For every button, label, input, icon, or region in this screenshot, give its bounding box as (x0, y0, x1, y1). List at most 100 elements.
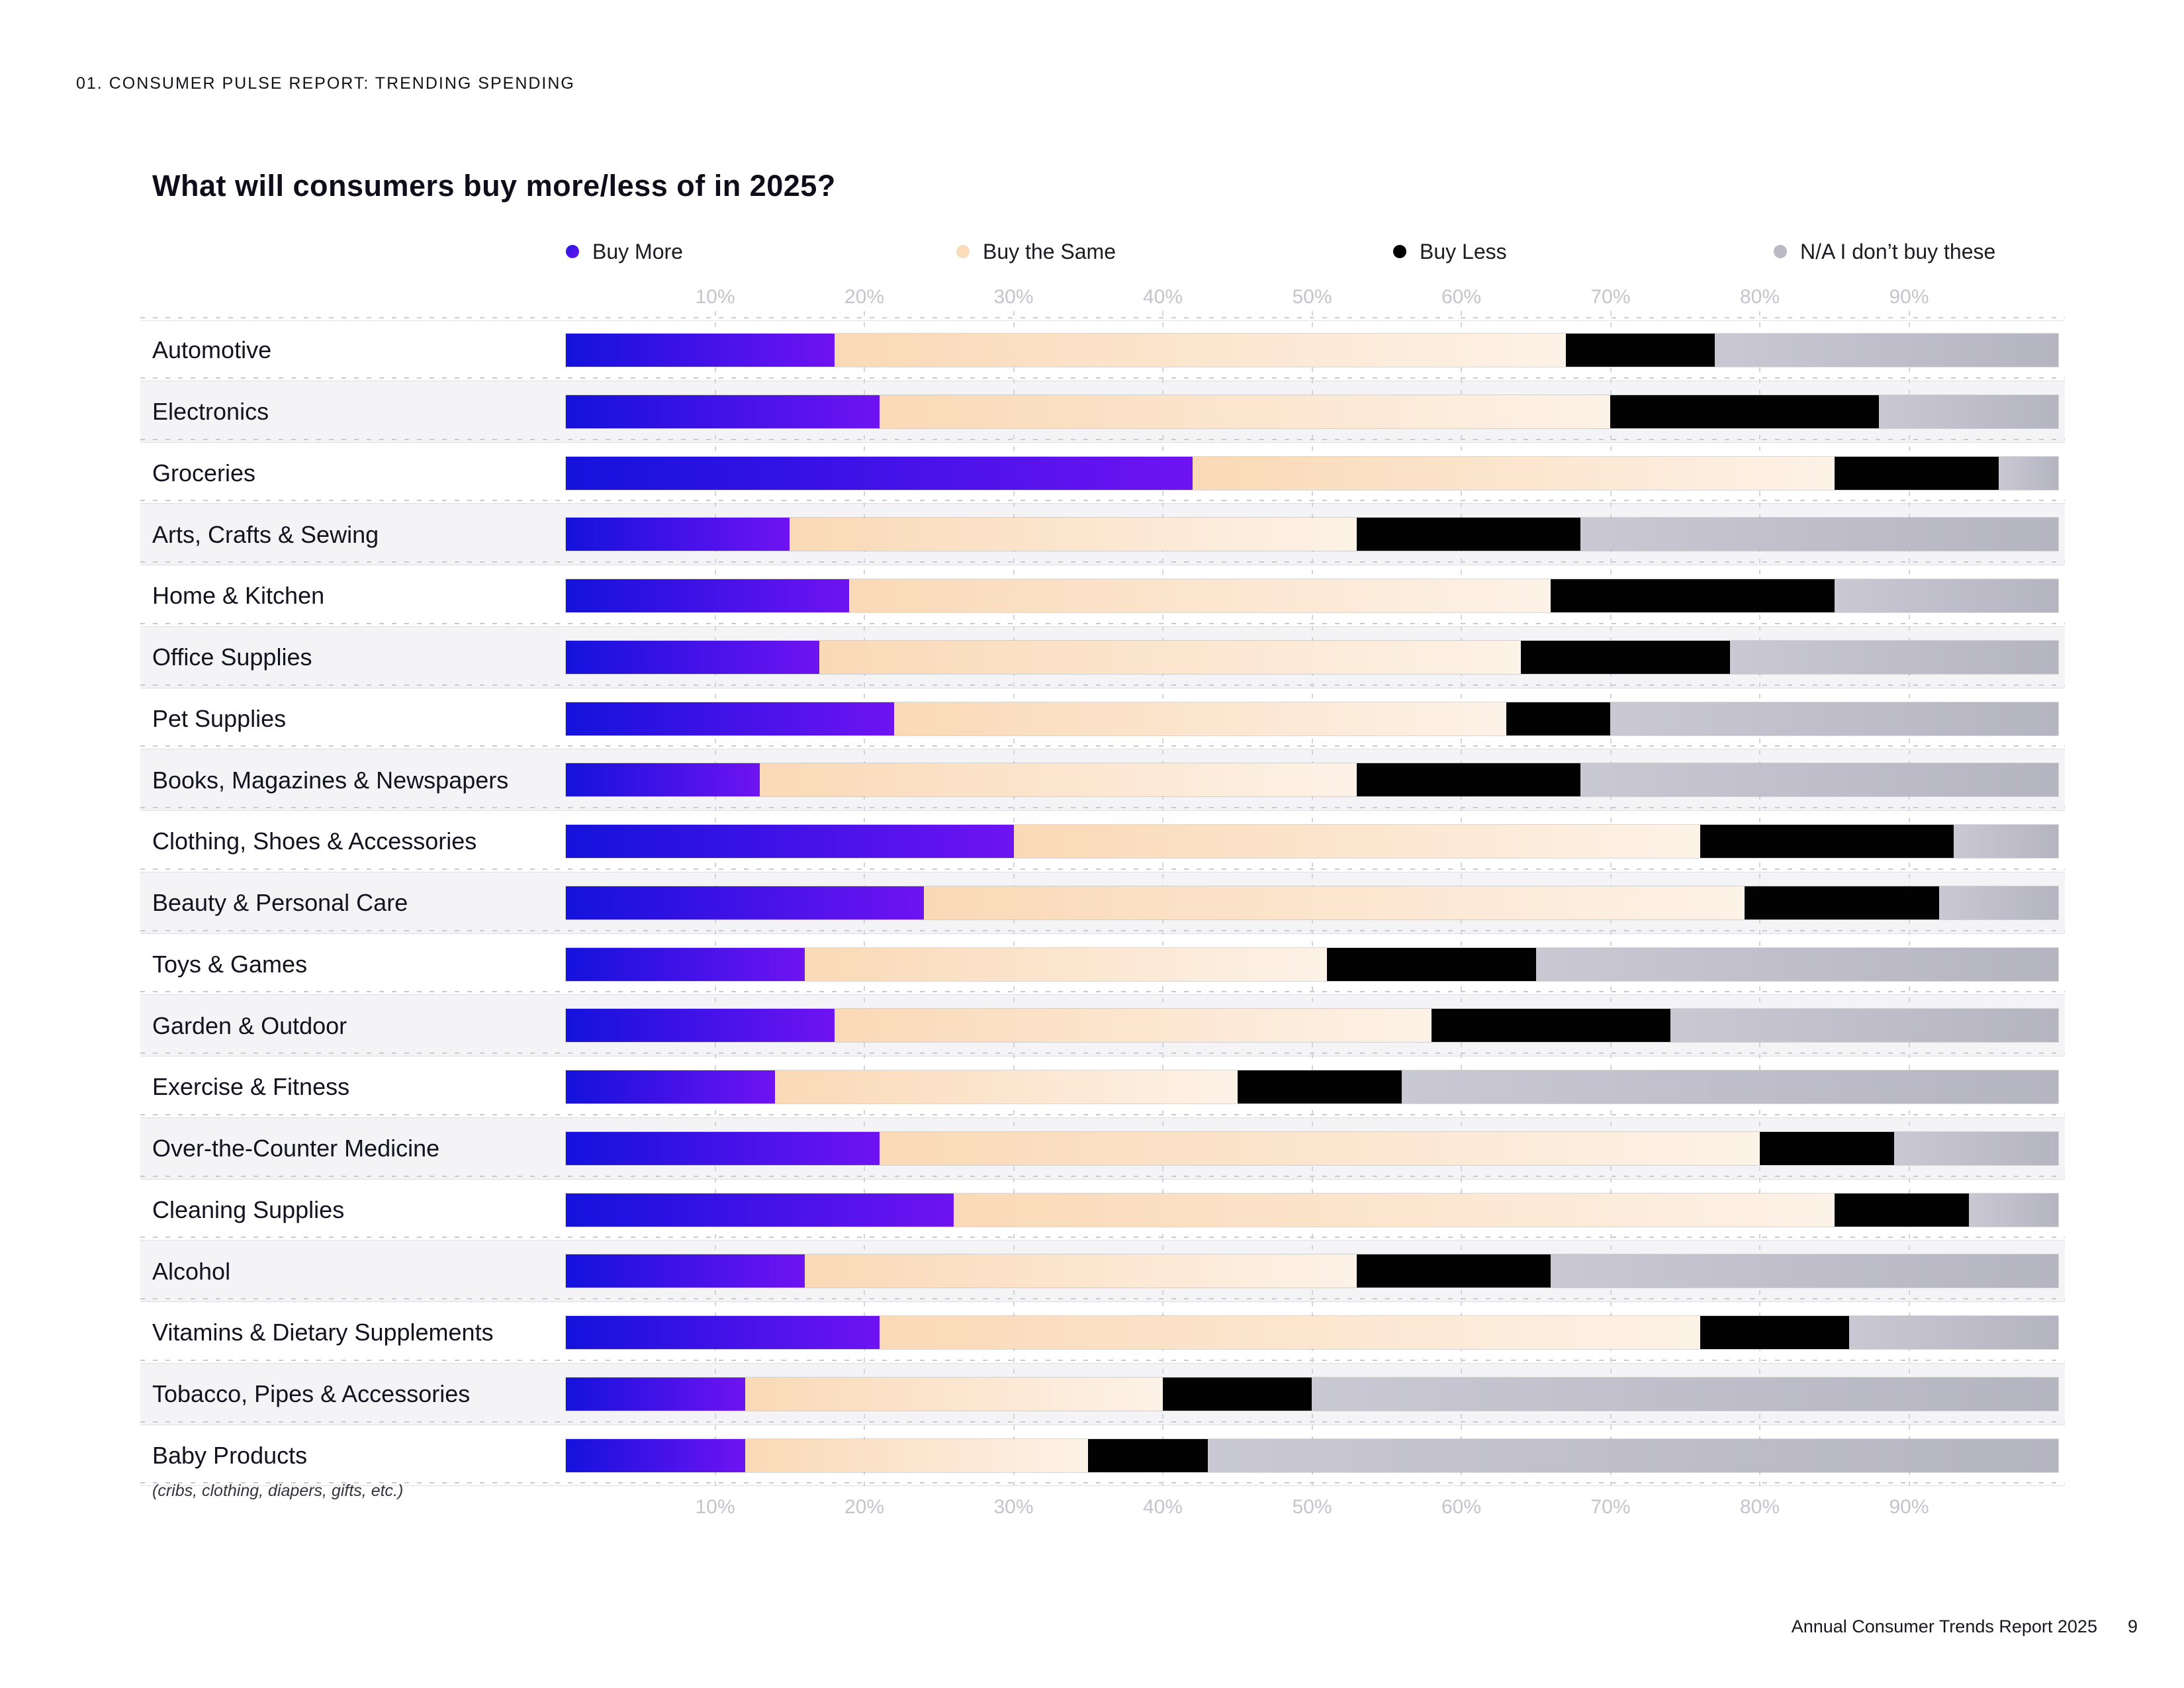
bar-segment-buy-less (1745, 886, 1939, 919)
bar-track (566, 1254, 2058, 1288)
axis-tick-top: 80% (1739, 286, 1780, 308)
bar-segment-buy-the-same (849, 579, 1551, 612)
axis-tick-bottom: 20% (844, 1496, 885, 1518)
bar-segment-buy-the-same (760, 763, 1357, 797)
bar-track (566, 947, 2058, 981)
axis-tick-bottom: 90% (1889, 1496, 1929, 1518)
footer-report-name: Annual Consumer Trends Report 2025 (1791, 1617, 2097, 1636)
axis-tick-top: 20% (844, 286, 885, 308)
bar-segment-buy-less (1834, 456, 1999, 490)
bar-segment-buy-more (566, 334, 835, 367)
category-label: Baby Products (152, 1441, 308, 1469)
bar-segment-buy-more (566, 456, 1193, 490)
bar-segment-na (1580, 763, 2058, 797)
axis-tick-bottom: 70% (1590, 1496, 1631, 1518)
bar-track (566, 1377, 2058, 1411)
category-label: Pet Supplies (152, 704, 287, 732)
page-footer: Annual Consumer Trends Report 2025 9 (1792, 1617, 2138, 1637)
category-row: Automotive (140, 320, 2065, 381)
bar-segment-na (1968, 1193, 2058, 1227)
bar-track (566, 763, 2058, 797)
legend-item: Buy Less (1393, 238, 1507, 265)
category-label: Exercise & Fitness (152, 1073, 350, 1101)
bar-segment-buy-the-same (745, 1438, 1089, 1472)
bar-segment-buy-the-same (879, 1316, 1700, 1349)
bar-segment-buy-the-same (924, 886, 1745, 919)
bar-segment-buy-more (566, 1070, 775, 1103)
category-row: Alcohol (140, 1241, 2065, 1302)
bar-track (566, 1438, 2058, 1472)
bar-segment-na (1670, 1009, 2058, 1043)
legend-dot-icon (1774, 245, 1787, 258)
category-row: Over-the-Counter Medicine (140, 1117, 2065, 1180)
bar-segment-buy-more (566, 1009, 835, 1043)
axis-tick-top: 10% (695, 286, 735, 308)
bar-segment-buy-the-same (804, 947, 1328, 981)
bar-segment-buy-more (566, 1438, 745, 1472)
category-row: Beauty & Personal Care (140, 872, 2065, 934)
bar-segment-na (1834, 579, 2058, 612)
bar-segment-buy-less (1759, 1131, 1894, 1165)
axis-tick-top: 60% (1441, 286, 1482, 308)
category-row: Arts, Crafts & Sewing (140, 504, 2065, 565)
bar-track (566, 395, 2058, 428)
axis-tick-top: 30% (993, 286, 1034, 308)
legend-item: Buy More (566, 238, 683, 265)
category-row: Tobacco, Pipes & Accessories (140, 1363, 2065, 1425)
bar-rows: Automotive Electronics Groceries Arts, Craf… (140, 316, 2065, 1487)
category-row: Clothing, Shoes & Accessories (140, 811, 2065, 872)
bar-segment-buy-less (1700, 1316, 1850, 1349)
category-row: Electronics (140, 381, 2065, 443)
legend-dot-icon (566, 245, 579, 258)
bar-segment-na (1207, 1438, 2058, 1472)
bar-segment-na (1401, 1070, 2058, 1103)
bar-track (566, 886, 2058, 919)
bar-segment-na (1879, 395, 2058, 428)
bar-segment-buy-more (566, 395, 880, 428)
category-row: Home & Kitchen (140, 565, 2065, 627)
category-row: Groceries (140, 443, 2065, 504)
category-row: Toys & Games (140, 934, 2065, 996)
legend-dot-icon (956, 245, 970, 258)
legend-item: Buy the Same (956, 238, 1116, 265)
category-row: Books, Magazines & Newspapers (140, 749, 2065, 811)
axis-tick-top: 40% (1142, 286, 1183, 308)
bar-segment-buy-less (1327, 947, 1536, 981)
category-label: Office Supplies (152, 643, 312, 671)
bar-segment-na (1938, 886, 2058, 919)
bar-segment-na (1715, 334, 2058, 367)
category-label: Beauty & Personal Care (152, 889, 408, 917)
bar-segment-buy-the-same (774, 1070, 1238, 1103)
bar-segment-na (1998, 456, 2058, 490)
bar-segment-buy-more (566, 947, 805, 981)
bar-segment-na (1954, 825, 2058, 858)
category-row: Baby Products (140, 1425, 2065, 1487)
bar-segment-buy-the-same (879, 1131, 1760, 1165)
axis-tick-bottom: 30% (993, 1496, 1034, 1518)
legend-label: Buy the Same (983, 239, 1116, 263)
bar-segment-buy-more (566, 825, 1014, 858)
bar-segment-buy-more (566, 1377, 745, 1411)
bar-segment-buy-less (1357, 518, 1581, 551)
bar-segment-buy-less (1834, 1193, 1969, 1227)
bar-segment-buy-more (566, 886, 925, 919)
bar-segment-buy-less (1565, 334, 1715, 367)
bar-segment-buy-the-same (834, 1009, 1432, 1043)
bar-segment-buy-less (1431, 1009, 1670, 1043)
bar-segment-buy-less (1088, 1438, 1208, 1472)
category-row: Vitamins & Dietary Supplements (140, 1302, 2065, 1364)
category-row: Office Supplies (140, 626, 2065, 688)
category-label: Automotive (152, 336, 272, 364)
category-label: Home & Kitchen (152, 582, 325, 610)
axis-tick-bottom: 80% (1739, 1496, 1780, 1518)
bar-segment-buy-the-same (745, 1377, 1163, 1411)
bar-track (566, 334, 2058, 367)
bar-segment-buy-less (1357, 763, 1581, 797)
bar-segment-buy-more (566, 1131, 880, 1165)
axis-tick-bottom: 50% (1292, 1496, 1332, 1518)
legend-label: N/A I don’t buy these (1800, 239, 1996, 263)
bar-segment-buy-the-same (819, 640, 1522, 674)
bar-segment-na (1535, 947, 2058, 981)
category-label: Books, Magazines & Newspapers (152, 766, 509, 794)
